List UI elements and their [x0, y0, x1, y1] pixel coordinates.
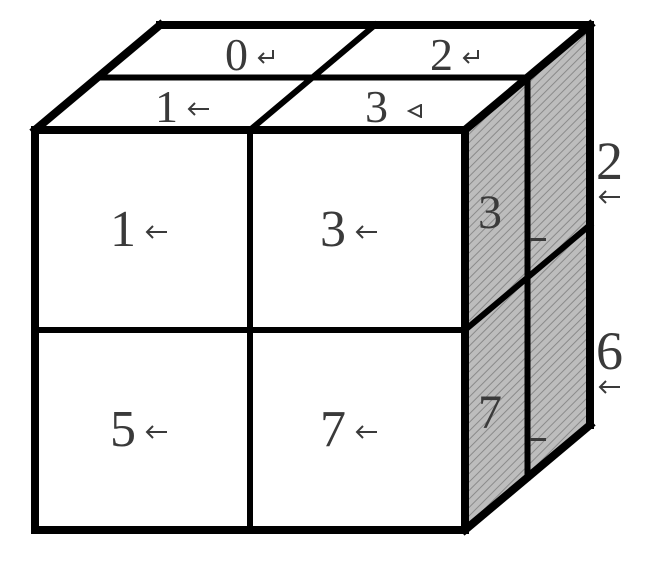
front-cell-2: 5	[110, 400, 169, 459]
top-back-cell-0: 0	[225, 28, 277, 81]
left-arrow-icon	[353, 225, 379, 239]
dash-mark	[530, 238, 546, 241]
left-arrow-icon	[596, 190, 622, 204]
left-arrow-icon	[185, 102, 211, 116]
cube-svg	[0, 0, 658, 564]
top-back-cell-0-value: 0	[225, 28, 249, 81]
right-inner-cell-1-value: 7	[478, 385, 503, 440]
top-front-cell-1-value: 3	[365, 80, 389, 133]
right-inner-cell-1: 7	[478, 385, 503, 440]
top-front-cell-1: 3	[365, 80, 423, 133]
front-cell-2-value: 5	[110, 400, 137, 459]
top-front-cell-0: 1	[155, 80, 211, 133]
right-outer-cell-1: 6	[596, 320, 624, 392]
right-inner-cell-0: 3	[478, 185, 503, 240]
crlf-icon	[460, 48, 482, 66]
right-inner-cell-0-value: 3	[478, 185, 503, 240]
right-outer-cell-1-value: 6	[596, 320, 624, 382]
left-arrow-icon	[143, 225, 169, 239]
front-cell-1: 3	[320, 200, 379, 259]
front-cell-0: 1	[110, 200, 169, 259]
left-arrow-icon	[353, 425, 379, 439]
left-arrow-icon	[596, 380, 622, 394]
front-cell-0-value: 1	[110, 200, 137, 259]
dash-mark	[530, 438, 546, 441]
left-arrow-small-icon	[407, 104, 423, 118]
right-outer-cell-0: 2	[596, 130, 624, 202]
front-cell-3-value: 7	[320, 400, 347, 459]
top-front-cell-0-value: 1	[155, 80, 179, 133]
octree-cube-diagram: 1 3 5 7	[0, 0, 658, 564]
front-cell-1-value: 3	[320, 200, 347, 259]
top-back-cell-1-value: 2	[430, 28, 454, 81]
right-outer-cell-0-value: 2	[596, 130, 624, 192]
crlf-icon	[255, 48, 277, 66]
front-cell-3: 7	[320, 400, 379, 459]
left-arrow-icon	[143, 425, 169, 439]
top-back-cell-1: 2	[430, 28, 482, 81]
